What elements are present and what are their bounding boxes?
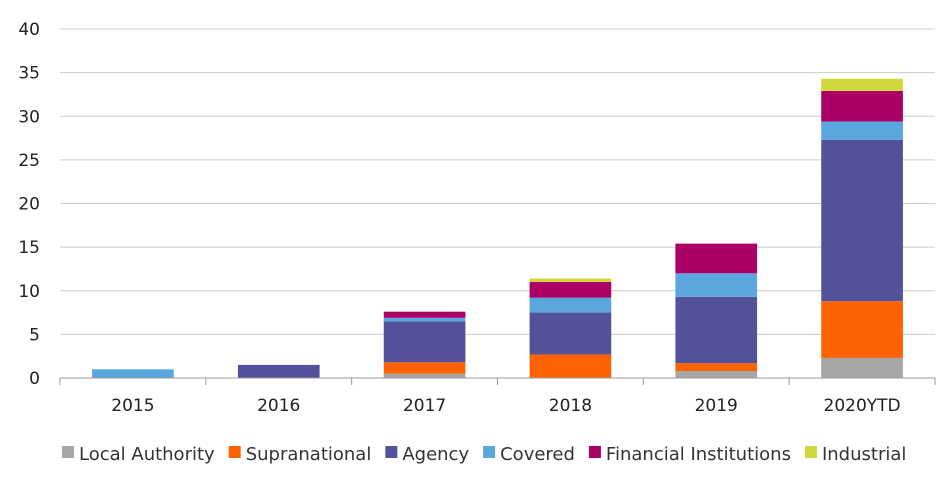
bar-segment-local-authority-2020ytd <box>821 357 903 378</box>
legend-item: Financial Institutions <box>588 444 791 465</box>
legend-item: Agency <box>385 444 469 465</box>
y-tick-label: 35 <box>18 64 40 84</box>
legend-swatch <box>62 446 74 458</box>
legend: Local Authority Supranational Agency Covere… <box>62 444 906 465</box>
bar-segment-financial-institutions-2019 <box>675 243 758 274</box>
bar-segment-agency-2018 <box>529 312 612 355</box>
legend-label: Local Authority <box>79 444 215 465</box>
legend-label: Agency <box>402 444 469 465</box>
legend-label: Industrial <box>822 444 906 465</box>
bar-segment-covered-2017 <box>383 317 466 322</box>
bar-segment-industrial-2020ytd <box>821 78 903 91</box>
bars <box>92 78 903 378</box>
bar-segment-agency-2017 <box>383 321 466 363</box>
legend-item: Covered <box>483 444 575 465</box>
y-tick-label: 0 <box>29 369 40 389</box>
x-tick-label: 2020YTD <box>824 396 901 416</box>
bar-segment-covered-2018 <box>529 297 612 313</box>
x-tick-label: 2015 <box>111 396 154 416</box>
legend-swatch <box>588 446 601 458</box>
bar-segment-covered-2019 <box>675 273 758 297</box>
bar-segment-covered-2015 <box>92 369 174 378</box>
y-tick-label: 10 <box>18 282 40 302</box>
bar-segment-local-authority-2017 <box>383 373 466 378</box>
x-axis <box>59 377 936 385</box>
gridlines <box>60 28 935 335</box>
y-tick-label: 40 <box>18 20 40 40</box>
bar-segment-agency-2020ytd <box>821 139 903 302</box>
legend-swatch <box>385 446 398 458</box>
bar-segment-covered-2020ytd <box>821 121 903 140</box>
y-axis-ticks: 0 5 10 15 20 25 30 35 40 <box>18 20 40 389</box>
x-tick-label: 2017 <box>403 396 446 416</box>
legend-item: Local Authority <box>62 444 215 465</box>
bar-segment-supranational-2017 <box>383 362 466 374</box>
bar-segment-supranational-2020ytd <box>821 301 903 358</box>
legend-item: Industrial <box>804 444 906 465</box>
y-tick-label: 30 <box>18 107 40 127</box>
bar-segment-financial-institutions-2018 <box>529 282 612 298</box>
legend-label: Financial Institutions <box>606 444 791 465</box>
legend-label: Covered <box>500 444 575 465</box>
x-tick-label: 2018 <box>549 396 592 416</box>
bar-segment-financial-institutions-2017 <box>383 311 466 318</box>
x-tick-label: 2016 <box>257 396 300 416</box>
legend-swatch <box>228 446 241 458</box>
bar-segment-supranational-2018 <box>529 354 612 378</box>
bar-segment-agency-2016 <box>237 364 320 378</box>
y-tick-label: 5 <box>29 325 40 345</box>
y-tick-label: 25 <box>18 151 40 171</box>
legend-swatch <box>804 446 817 458</box>
x-tick-label: 2019 <box>695 396 738 416</box>
legend-item: Supranational <box>228 444 372 465</box>
y-tick-label: 20 <box>18 195 40 215</box>
bar-segment-agency-2019 <box>675 296 758 364</box>
y-tick-label: 15 <box>18 238 40 258</box>
x-axis-ticks: 2015 2016 2017 2018 2019 2020YTD <box>111 396 900 416</box>
legend-swatch <box>483 446 496 458</box>
legend-label: Supranational <box>246 444 372 465</box>
bar-segment-local-authority-2019 <box>675 371 758 378</box>
bar-segment-supranational-2019 <box>675 363 758 372</box>
bar-segment-financial-institutions-2020ytd <box>821 90 903 122</box>
bar-segment-industrial-2018 <box>529 278 612 283</box>
